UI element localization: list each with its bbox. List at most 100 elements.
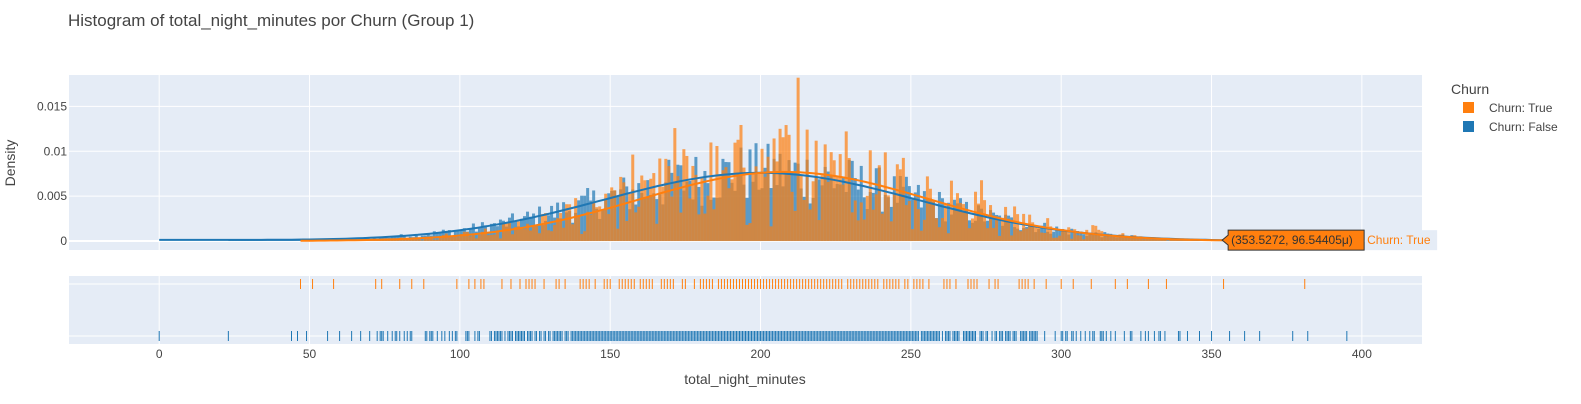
bar-churn-false bbox=[850, 160, 854, 242]
bar-churn-true bbox=[841, 184, 845, 242]
bar-churn-true bbox=[510, 234, 514, 242]
bar-churn-true bbox=[904, 205, 908, 242]
bar-churn-true bbox=[586, 211, 590, 242]
hover-label-bg bbox=[1365, 230, 1438, 251]
bar-churn-true bbox=[919, 230, 923, 242]
bar-churn-false bbox=[856, 189, 860, 242]
bar-churn-true bbox=[574, 198, 578, 242]
bar-churn-false bbox=[562, 202, 566, 242]
bar-churn-true bbox=[1001, 217, 1005, 242]
legend-swatch-churn-false bbox=[1463, 121, 1474, 132]
bar-churn-true bbox=[414, 239, 418, 242]
bar-churn-true bbox=[943, 203, 947, 242]
bar-churn-true bbox=[949, 180, 953, 242]
bar-churn-true bbox=[532, 225, 536, 242]
bar-churn-true bbox=[577, 215, 581, 242]
bar-churn-true bbox=[637, 206, 641, 242]
bar-churn-false bbox=[523, 216, 527, 242]
bar-churn-true bbox=[607, 214, 611, 242]
bar-churn-false bbox=[1058, 229, 1062, 242]
y-tick-label: 0.01 bbox=[44, 144, 68, 158]
bar-churn-false bbox=[417, 237, 421, 242]
y-tick-label: 0.005 bbox=[37, 189, 67, 203]
bar-churn-true bbox=[980, 180, 984, 242]
bar-churn-true bbox=[778, 128, 782, 242]
bar-churn-true bbox=[850, 212, 854, 242]
bar-churn-true bbox=[1007, 218, 1011, 242]
bar-churn-true bbox=[1154, 238, 1158, 242]
bar-churn-false bbox=[616, 196, 620, 242]
x-tick-label: 150 bbox=[600, 347, 620, 361]
bar-churn-true bbox=[447, 236, 451, 242]
bar-churn-true bbox=[955, 193, 959, 242]
bar-churn-true bbox=[480, 231, 484, 242]
bar-churn-true bbox=[595, 207, 599, 242]
x-tick-label: 300 bbox=[1051, 347, 1071, 361]
bar-churn-true bbox=[435, 239, 439, 242]
bar-churn-true bbox=[844, 131, 848, 242]
bar-churn-true bbox=[468, 236, 472, 242]
bar-churn-true bbox=[622, 182, 626, 242]
bar-churn-true bbox=[760, 148, 764, 242]
bar-churn-true bbox=[952, 208, 956, 242]
bar-churn-true bbox=[829, 152, 833, 242]
bar-churn-true bbox=[489, 234, 493, 242]
bar-churn-true bbox=[1112, 235, 1116, 242]
bar-churn-true bbox=[928, 188, 932, 242]
bar-churn-true bbox=[1052, 237, 1056, 242]
bar-churn-true bbox=[378, 240, 382, 242]
bar-churn-true bbox=[682, 149, 686, 242]
bar-churn-true bbox=[1172, 240, 1176, 242]
bar-churn-true bbox=[670, 196, 674, 242]
bar-churn-true bbox=[465, 231, 469, 242]
bar-churn-true bbox=[974, 191, 978, 242]
bar-churn-true bbox=[694, 174, 698, 242]
legend-label-churn-true: Churn: True bbox=[1489, 101, 1553, 115]
bar-churn-true bbox=[790, 191, 794, 242]
legend: Churn Churn: True Churn: False bbox=[1451, 81, 1558, 134]
bar-churn-true bbox=[477, 235, 481, 242]
bar-churn-true bbox=[1100, 231, 1104, 242]
rug-marks bbox=[158, 279, 1348, 341]
bar-churn-true bbox=[946, 233, 950, 242]
legend-item-churn-false[interactable]: Churn: False bbox=[1463, 120, 1558, 134]
bar-churn-true bbox=[429, 237, 433, 242]
bar-churn-true bbox=[1040, 232, 1044, 242]
bar-churn-true bbox=[793, 210, 797, 242]
x-tick-label: 400 bbox=[1352, 347, 1372, 361]
bar-churn-true bbox=[877, 165, 881, 242]
bar-churn-false bbox=[550, 205, 554, 242]
bar-churn-true bbox=[661, 186, 665, 242]
bar-churn-true bbox=[715, 146, 719, 242]
bar-churn-true bbox=[820, 175, 824, 242]
kde-curves bbox=[159, 170, 1344, 242]
bar-churn-true bbox=[1082, 239, 1086, 242]
bar-churn-true bbox=[751, 172, 755, 242]
hover-series-label: Churn: True bbox=[1367, 233, 1431, 247]
bar-churn-true bbox=[471, 235, 475, 242]
bar-churn-true bbox=[1067, 227, 1071, 242]
bar-churn-true bbox=[640, 175, 644, 242]
bar-churn-true bbox=[787, 134, 791, 242]
bar-churn-true bbox=[601, 210, 605, 242]
bar-churn-true bbox=[986, 228, 990, 242]
bar-churn-true bbox=[438, 236, 442, 242]
bar-churn-true bbox=[610, 187, 614, 242]
bar-churn-true bbox=[754, 166, 758, 242]
bar-churn-true bbox=[721, 170, 725, 242]
bar-churn-true bbox=[565, 204, 569, 242]
bar-churn-true bbox=[811, 181, 815, 242]
bar-churn-true bbox=[700, 176, 704, 242]
bar-churn-true bbox=[598, 206, 602, 242]
bar-churn-true bbox=[1085, 229, 1089, 242]
bar-churn-false bbox=[547, 215, 551, 242]
bar-churn-true bbox=[1037, 227, 1041, 242]
bar-churn-false bbox=[471, 223, 475, 242]
bar-churn-true bbox=[559, 213, 563, 242]
kde-line-churn-true bbox=[300, 170, 1305, 242]
bar-churn-true bbox=[1022, 213, 1026, 242]
legend-item-churn-true[interactable]: Churn: True bbox=[1463, 101, 1553, 115]
bar-churn-false bbox=[655, 199, 659, 242]
bar-churn-true bbox=[814, 140, 818, 242]
